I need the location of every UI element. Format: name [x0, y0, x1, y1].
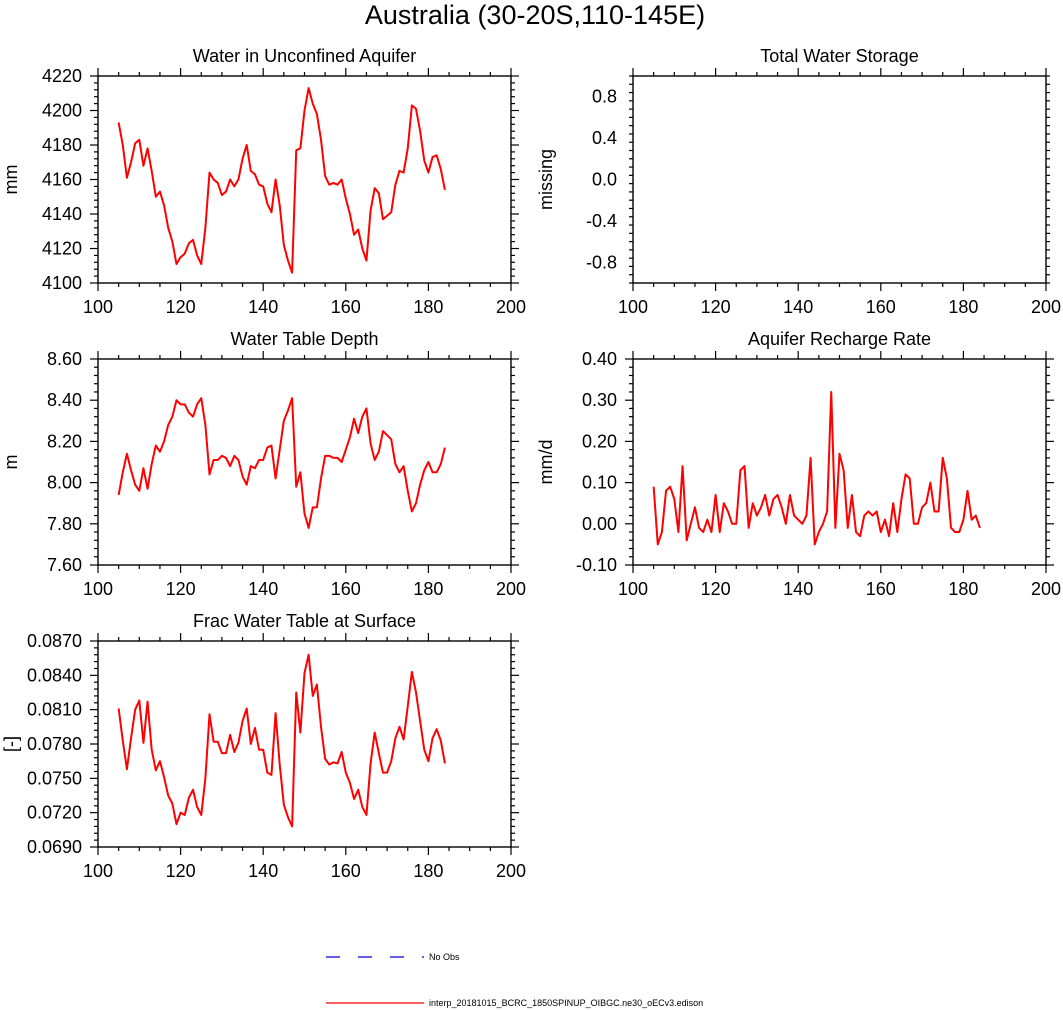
- x-tick-label: 140: [248, 297, 278, 317]
- y-tick-label: 0.0: [592, 170, 617, 190]
- x-tick-label: 160: [331, 297, 361, 317]
- x-tick-label: 140: [248, 861, 278, 881]
- y-tick-label: 0.0750: [27, 768, 82, 788]
- y-tick-label: -0.4: [586, 211, 617, 231]
- panel-total-water-storage: Total Water Storage missing 100 120 140 160 18…: [536, 46, 1061, 317]
- series-line-wtd: [117, 397, 446, 529]
- x-tick-label: 100: [618, 297, 648, 317]
- panel-title: Aquifer Recharge Rate: [748, 329, 931, 349]
- y-tick-label: 8.00: [47, 473, 82, 493]
- panel-frac-water-table-at-surface: Frac Water Table at Surface [-] 100 120 140 1…: [1, 611, 526, 881]
- y-tick-label: 8.20: [47, 431, 82, 451]
- figure-title: Australia (30-20S,110-145E): [365, 0, 705, 30]
- series-line-aquifer: [117, 87, 446, 274]
- y-tick-label: 0.30: [582, 390, 617, 410]
- x-tick-label: 180: [948, 297, 978, 317]
- panel-aquifer-recharge-rate: Aquifer Recharge Rate mm/d 100 120 140 160 180…: [536, 329, 1061, 599]
- y-tick-label: 4120: [42, 239, 82, 259]
- x-tick-label: 180: [413, 861, 443, 881]
- y-tick-label: 4200: [42, 101, 82, 121]
- y-tick-label: 4100: [42, 273, 82, 293]
- panel-title: Water Table Depth: [230, 329, 378, 349]
- y-tick-label: -0.8: [586, 252, 617, 272]
- x-tick-label: 140: [248, 579, 278, 599]
- y-tick-label: 4180: [42, 135, 82, 155]
- y-tick-label: 0.40: [582, 349, 617, 369]
- x-tick-label: 160: [866, 297, 896, 317]
- x-tick-label: 160: [331, 579, 361, 599]
- y-tick-label: 4220: [42, 66, 82, 86]
- y-axis-label: [-]: [1, 736, 21, 752]
- y-tick-label: 0.20: [582, 431, 617, 451]
- series-line-frac: [117, 653, 446, 828]
- x-tick-label: 100: [83, 861, 113, 881]
- y-tick-label: 0.10: [582, 473, 617, 493]
- plot-frame: [97, 358, 512, 566]
- panel-water-in-unconfined-aquifer: Water in Unconfined Aquifer mm 100 120 140 16…: [1, 46, 526, 317]
- x-tick-label: 200: [496, 861, 526, 881]
- y-tick-label: 0.0870: [27, 631, 82, 651]
- y-tick-label: 4140: [42, 204, 82, 224]
- y-tick-label: 7.80: [47, 514, 82, 534]
- y-tick-label: 0.0780: [27, 734, 82, 754]
- y-tick-label: -0.10: [576, 555, 617, 575]
- panel-title: Frac Water Table at Surface: [193, 611, 416, 631]
- plot-frame: [632, 75, 1047, 284]
- x-tick-label: 100: [83, 579, 113, 599]
- x-tick-label: 200: [496, 579, 526, 599]
- y-tick-label: 8.40: [47, 390, 82, 410]
- panel-title: Water in Unconfined Aquifer: [193, 46, 416, 66]
- y-tick-label: 0.0690: [27, 837, 82, 857]
- y-tick-label: 0.4: [592, 128, 617, 148]
- x-tick-label: 120: [701, 297, 731, 317]
- y-tick-label: 7.60: [47, 555, 82, 575]
- y-tick-label: 0.0810: [27, 700, 82, 720]
- x-tick-label: 180: [948, 579, 978, 599]
- x-tick-label: 160: [866, 579, 896, 599]
- legend: No Obs interp_20181015_BCRC_1850SPINUP_O…: [326, 952, 703, 1008]
- y-axis-label: mm: [1, 165, 21, 195]
- y-axis-label: m: [1, 455, 21, 470]
- y-tick-label: 0.0840: [27, 665, 82, 685]
- x-tick-label: 100: [83, 297, 113, 317]
- y-tick-label: 0.0720: [27, 803, 82, 823]
- panel-water-table-depth: Water Table Depth m 100 120 140 160 180 200 7.60…: [1, 329, 526, 599]
- y-tick-label: 8.60: [47, 349, 82, 369]
- x-tick-label: 100: [618, 579, 648, 599]
- x-tick-label: 180: [413, 579, 443, 599]
- y-tick-label: 4160: [42, 170, 82, 190]
- y-axis-label: missing: [536, 149, 556, 210]
- y-tick-label: 0.00: [582, 514, 617, 534]
- panel-title: Total Water Storage: [760, 46, 918, 66]
- x-tick-label: 120: [701, 579, 731, 599]
- legend-obs-label: No Obs: [429, 952, 460, 962]
- y-tick-label: 0.8: [592, 87, 617, 107]
- x-tick-label: 120: [166, 297, 196, 317]
- x-tick-label: 140: [783, 579, 813, 599]
- x-tick-label: 160: [331, 861, 361, 881]
- x-tick-label: 120: [166, 579, 196, 599]
- y-axis-label: mm/d: [536, 440, 556, 485]
- x-tick-label: 180: [413, 297, 443, 317]
- x-tick-label: 200: [1031, 297, 1061, 317]
- x-tick-label: 200: [1031, 579, 1061, 599]
- series-line-recharge: [652, 390, 981, 546]
- x-tick-label: 200: [496, 297, 526, 317]
- x-tick-label: 120: [166, 861, 196, 881]
- x-tick-label: 140: [783, 297, 813, 317]
- legend-model-label: interp_20181015_BCRC_1850SPINUP_OIBGC.ne…: [429, 998, 703, 1008]
